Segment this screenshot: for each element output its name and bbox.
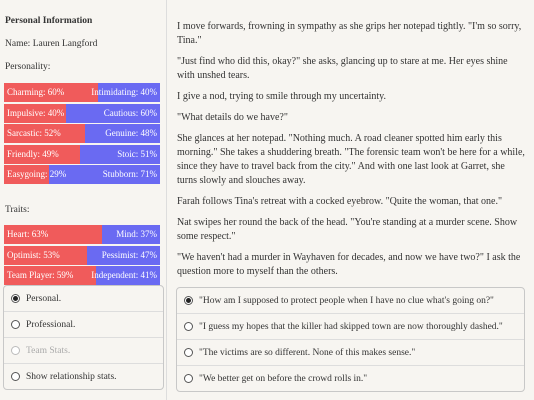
option-label: Professional. bbox=[26, 319, 76, 330]
radio-button[interactable] bbox=[11, 320, 20, 329]
story-text: I move forwards, frowning in sympathy as… bbox=[177, 20, 527, 286]
stat-bar-fill bbox=[4, 225, 103, 244]
stat-bar: Impulsive: 40% Cautious: 60% bbox=[4, 103, 160, 123]
paragraph: She glances at her notepad. "Nothing muc… bbox=[177, 133, 525, 186]
stat-right-label: Pessimist: 47% bbox=[101, 249, 157, 260]
option-label: "The victims are so different. None of t… bbox=[199, 347, 416, 358]
stat-right-label: Intimidating: 40% bbox=[91, 87, 157, 97]
option[interactable]: "I guess my hopes that the killer had sk… bbox=[177, 314, 524, 340]
stat-left-label: Optimist: 53% bbox=[7, 249, 60, 260]
stat-right-label: Cautious: 60% bbox=[103, 107, 157, 118]
stat-bar-fill bbox=[4, 165, 50, 184]
option-label: Team Stats. bbox=[26, 345, 71, 356]
traits-label: Traits: bbox=[5, 205, 30, 215]
stat-bar-fill bbox=[4, 83, 98, 102]
stat-left-label: Sarcastic: 52% bbox=[7, 128, 61, 138]
stat-left-label: Team Player: 59% bbox=[7, 270, 74, 280]
stat-bar: Charming: 60% Intimidating: 40% bbox=[4, 83, 160, 102]
sidebar-title: Personal Information bbox=[5, 16, 93, 26]
stat-right-label: Mind: 37% bbox=[116, 229, 157, 239]
stat-bar: Sarcastic: 52% Genuine: 48% bbox=[4, 124, 160, 143]
option-label: "How am I supposed to protect people whe… bbox=[199, 295, 494, 306]
option[interactable]: Personal. bbox=[4, 286, 163, 312]
stat-bar: Friendly: 49% Stoic: 51% bbox=[4, 144, 160, 164]
paragraph: I give a nod, trying to smile through my… bbox=[177, 91, 387, 102]
stat-right-label: Genuine: 48% bbox=[105, 128, 157, 138]
stat-bar: Heart: 63% Mind: 37% bbox=[4, 225, 160, 244]
option[interactable]: Show relationship stats. bbox=[4, 364, 163, 389]
option-label: Show relationship stats. bbox=[26, 371, 117, 382]
paragraph: "We haven't had a murder in Wayhaven for… bbox=[177, 252, 521, 277]
stat-bar: Team Player: 59% Independent: 41% bbox=[4, 266, 160, 285]
radio-button[interactable] bbox=[184, 322, 193, 331]
paragraph: I move forwards, frowning in sympathy as… bbox=[177, 21, 522, 46]
stat-left-label: Easygoing: 29% bbox=[7, 169, 67, 179]
stat-bar-fill bbox=[4, 245, 87, 265]
option-label: "We better get on before the crowd rolls… bbox=[199, 373, 368, 384]
sidebar: Personal Information Name: Lauren Langfo… bbox=[0, 0, 167, 400]
stat-bar-fill bbox=[4, 124, 86, 143]
stat-options: Personal. Professional. Team Stats. Show re… bbox=[3, 285, 164, 390]
stat-bar: Optimist: 53% Pessimist: 47% bbox=[4, 245, 160, 265]
stat-right-label: Independent: 41% bbox=[91, 270, 157, 280]
stat-bar-fill bbox=[4, 103, 67, 123]
paragraph: "Just find who did this, okay?" she asks… bbox=[177, 56, 508, 81]
radio-button[interactable] bbox=[11, 294, 20, 303]
stat-left-label: Heart: 63% bbox=[7, 229, 49, 239]
choice-list: "How am I supposed to protect people whe… bbox=[176, 287, 525, 392]
character-name: Name: Lauren Langford bbox=[5, 39, 98, 49]
paragraph: Nat swipes her round the back of the hea… bbox=[177, 217, 518, 242]
option-label: Personal. bbox=[26, 293, 62, 304]
stat-bar-fill bbox=[4, 266, 97, 285]
option[interactable]: "The victims are so different. None of t… bbox=[177, 340, 524, 366]
radio-button[interactable] bbox=[184, 296, 193, 305]
option-label: "I guess my hopes that the killer had sk… bbox=[199, 321, 503, 332]
option[interactable]: "We better get on before the crowd rolls… bbox=[177, 366, 524, 391]
option[interactable]: Professional. bbox=[4, 312, 163, 338]
radio-button bbox=[11, 346, 20, 355]
radio-button[interactable] bbox=[184, 374, 193, 383]
option[interactable]: "How am I supposed to protect people whe… bbox=[177, 288, 524, 314]
radio-button[interactable] bbox=[11, 372, 20, 381]
radio-button[interactable] bbox=[184, 348, 193, 357]
stat-bar-fill bbox=[4, 144, 81, 164]
option: Team Stats. bbox=[4, 338, 163, 364]
stat-left-label: Charming: 60% bbox=[7, 87, 65, 97]
personality-label: Personality: bbox=[5, 62, 51, 72]
stat-right-label: Stoic: 51% bbox=[117, 148, 157, 159]
stat-left-label: Impulsive: 40% bbox=[7, 107, 65, 118]
paragraph: "What details do we have?" bbox=[177, 112, 288, 123]
paragraph: Farah follows Tina's retreat with a cock… bbox=[177, 196, 503, 207]
stat-right-label: Stubborn: 71% bbox=[102, 169, 157, 179]
stat-left-label: Friendly: 49% bbox=[7, 148, 59, 159]
stat-bar: Easygoing: 29% Stubborn: 71% bbox=[4, 165, 160, 184]
